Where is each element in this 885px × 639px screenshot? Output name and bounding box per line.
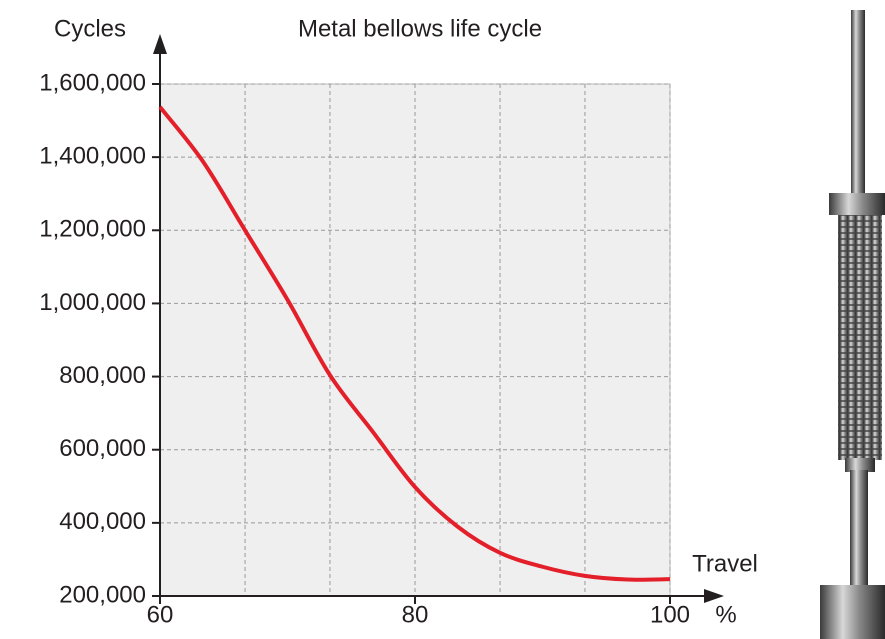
x-axis-unit: % bbox=[715, 601, 736, 628]
grid bbox=[159, 83, 671, 596]
y-tick-label: 1,000,000 bbox=[39, 289, 146, 316]
y-tick-label: 200,000 bbox=[59, 581, 146, 608]
y-tick-label: 400,000 bbox=[59, 508, 146, 535]
line-series bbox=[158, 105, 671, 582]
y-axis-arrow bbox=[153, 34, 167, 54]
x-axis-arrow bbox=[704, 589, 724, 603]
bellows-illustration bbox=[820, 10, 885, 639]
x-tick-label: 80 bbox=[402, 601, 429, 628]
x-tick-label: 60 bbox=[147, 601, 174, 628]
y-tick-label: 800,000 bbox=[59, 362, 146, 389]
y-tick-label: 1,200,000 bbox=[39, 216, 146, 243]
y-tick-label: 1,600,000 bbox=[39, 69, 146, 96]
x-tick-label: 100 bbox=[650, 601, 690, 628]
y-axis-label: Cycles bbox=[54, 15, 126, 42]
y-tick-label: 600,000 bbox=[59, 435, 146, 462]
chart-title: Metal bellows life cycle bbox=[298, 15, 542, 42]
x-axis-label: Travel bbox=[692, 550, 758, 577]
y-tick-label: 1,400,000 bbox=[39, 142, 146, 169]
